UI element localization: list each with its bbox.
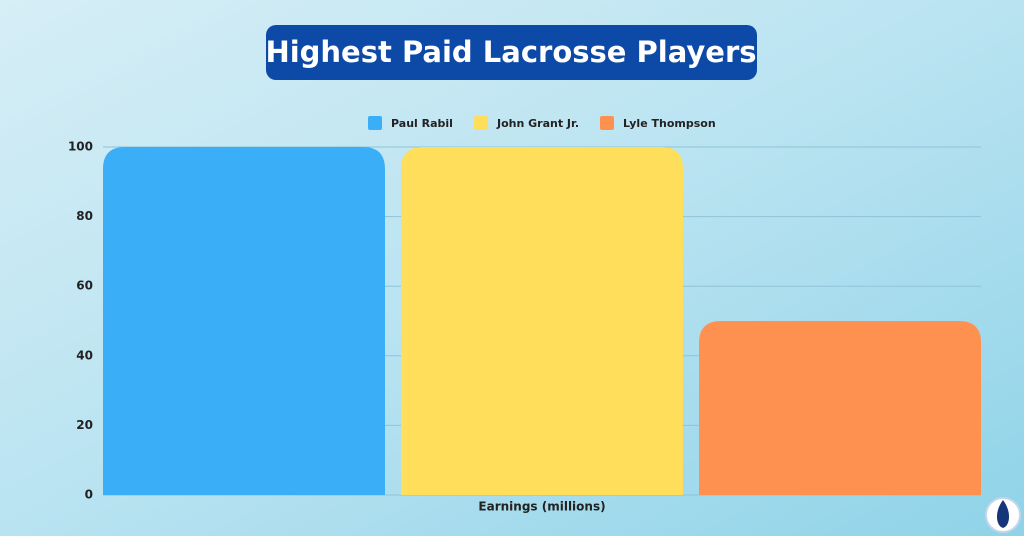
legend-swatch xyxy=(600,116,614,130)
bar xyxy=(103,147,385,495)
bar xyxy=(699,321,981,495)
y-tick-label: 80 xyxy=(76,209,93,223)
legend-swatch xyxy=(474,116,488,130)
legend-swatch xyxy=(368,116,382,130)
bar xyxy=(401,147,683,495)
y-tick-label: 100 xyxy=(68,140,93,154)
x-axis-label: Earnings (millions) xyxy=(478,500,605,514)
y-tick-label: 20 xyxy=(76,418,93,432)
chart-title: Highest Paid Lacrosse Players xyxy=(265,35,756,69)
y-tick-label: 40 xyxy=(76,348,93,362)
legend-label: Lyle Thompson xyxy=(623,117,716,130)
y-tick-label: 60 xyxy=(76,279,93,293)
legend-label: John Grant Jr. xyxy=(496,117,579,130)
title-box xyxy=(266,25,757,80)
y-tick-label: 0 xyxy=(85,488,93,502)
legend-label: Paul Rabil xyxy=(391,117,453,130)
logo xyxy=(985,497,1021,533)
